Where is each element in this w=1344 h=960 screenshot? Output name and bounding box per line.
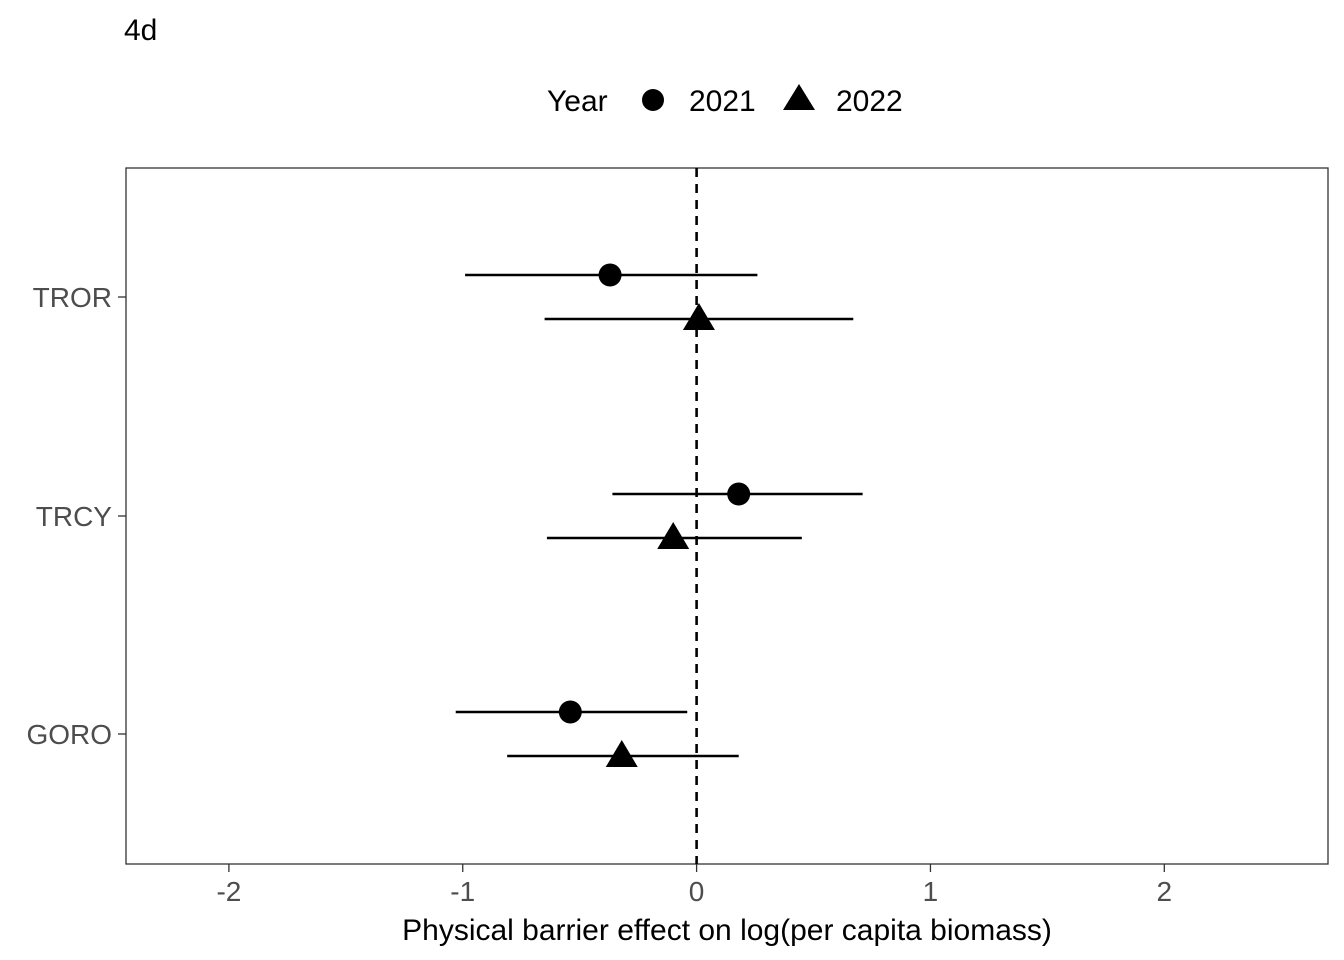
y-tick-label: TRCY — [36, 501, 113, 532]
legend-key-circle — [642, 89, 664, 111]
x-axis-title: Physical barrier effect on log(per capit… — [402, 914, 1052, 947]
x-tick-label: -2 — [216, 876, 241, 907]
legend: Year 2021 2022 — [547, 84, 903, 118]
series-2022 — [507, 303, 854, 767]
x-tick-label: 1 — [923, 876, 939, 907]
x-tick-label: 0 — [689, 876, 705, 907]
series-2021 — [455, 263, 863, 724]
plot-panel — [125, 167, 1329, 865]
point-estimate-triangle — [657, 522, 690, 549]
legend-key-triangle — [783, 84, 815, 110]
x-tick-label: 2 — [1157, 876, 1173, 907]
point-estimate-circle — [598, 263, 622, 287]
y-tick-label: GORO — [26, 719, 112, 750]
point-estimate-circle — [727, 482, 751, 506]
legend-label-2022: 2022 — [836, 85, 903, 118]
point-estimate-circle — [558, 700, 582, 724]
legend-label-2021: 2021 — [689, 85, 756, 118]
y-tick-label: TROR — [33, 282, 112, 313]
legend-title: Year — [547, 85, 608, 118]
x-tick-label: -1 — [450, 876, 475, 907]
point-estimate-triangle — [605, 740, 638, 767]
panel-label: 4d — [124, 14, 157, 47]
point-estimate-triangle — [682, 303, 715, 330]
